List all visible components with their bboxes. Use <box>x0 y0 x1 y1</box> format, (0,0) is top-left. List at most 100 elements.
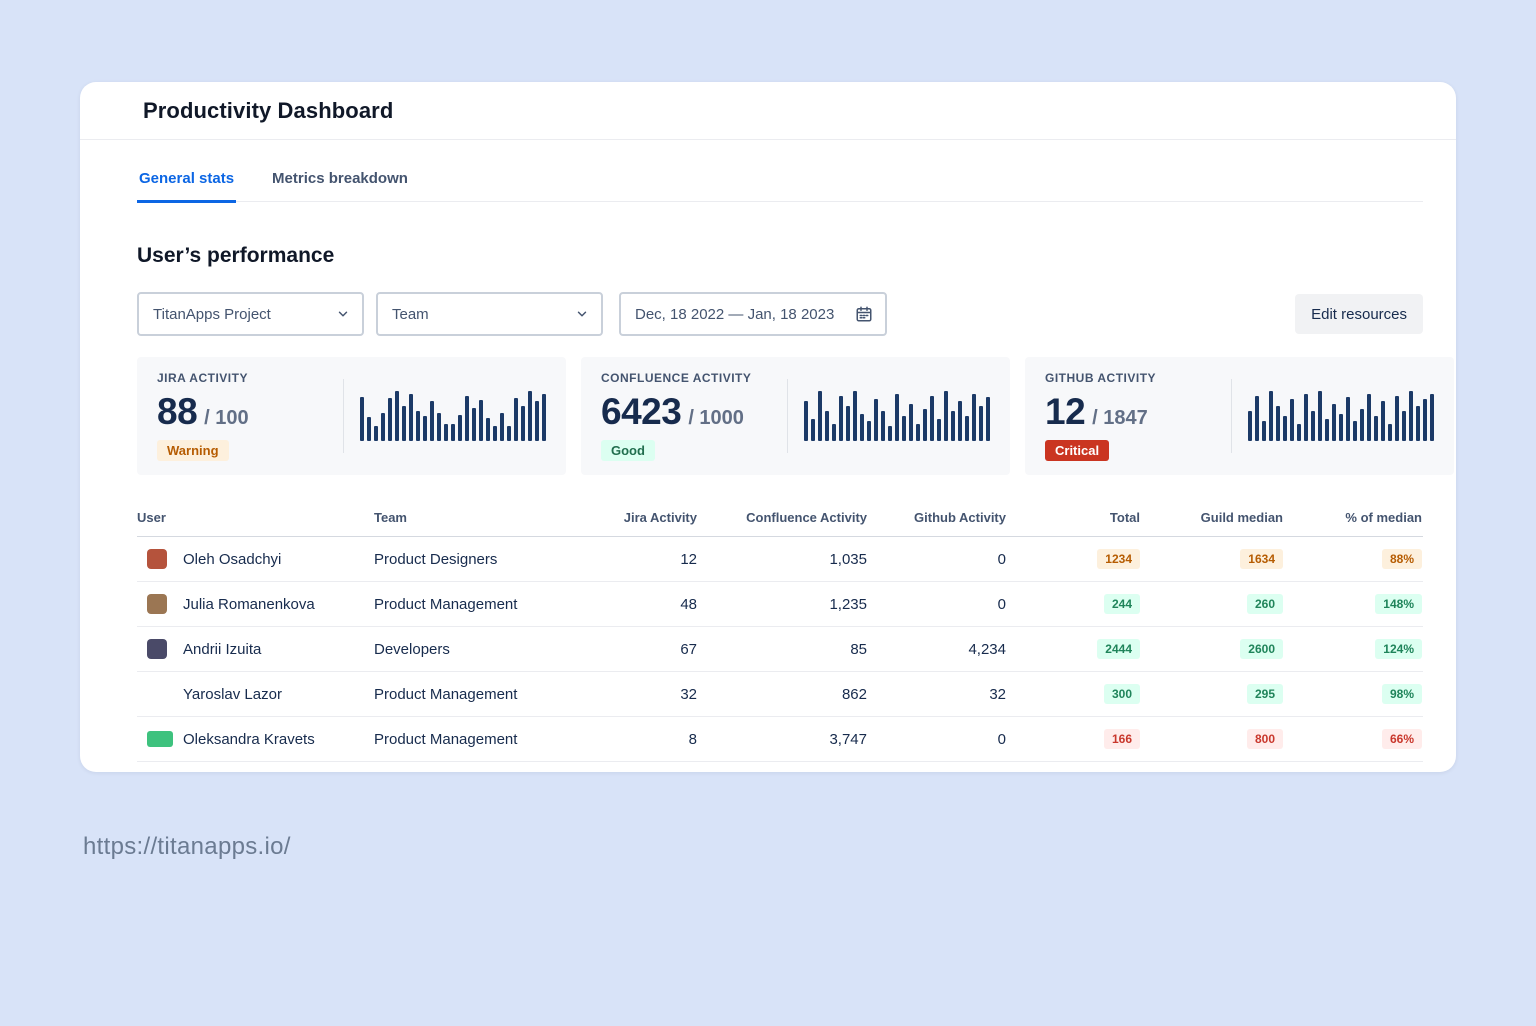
col-total: Total <box>1109 510 1140 525</box>
value-badge: 124% <box>1375 639 1422 659</box>
chart-bar <box>402 406 406 441</box>
stat-label: JIRA ACTIVITY <box>157 371 248 385</box>
chart-bar <box>381 413 385 441</box>
chart-bar <box>1367 393 1371 441</box>
chart-bar <box>1290 398 1294 441</box>
chart-bar <box>1416 406 1420 441</box>
chart-bar <box>1381 401 1385 441</box>
chart-bar <box>1430 393 1434 441</box>
jira-activity-cell: 48 <box>680 595 697 613</box>
chart-bar <box>1311 411 1315 441</box>
chart-bar <box>1255 396 1259 441</box>
github-activity-cell: 0 <box>997 595 1006 613</box>
chart-bar <box>465 396 469 441</box>
confluence-activity-cell: 1,035 <box>829 550 867 568</box>
chart-bar <box>451 424 455 441</box>
jira-activity-card: JIRA ACTIVITY 88 / 100 Warning <box>137 357 566 475</box>
tab-metrics-breakdown[interactable]: Metrics breakdown <box>272 170 408 187</box>
chart-bar <box>437 413 441 441</box>
chart-bar <box>944 391 948 441</box>
avatar <box>147 731 173 747</box>
stat-target: / 1847 <box>1092 407 1148 429</box>
chart-bar <box>902 416 906 441</box>
chart-bar <box>514 398 518 441</box>
chevron-down-icon <box>336 307 350 321</box>
confluence-activity-card: CONFLUENCE ACTIVITY 6423 / 1000 Good <box>581 357 1010 475</box>
chart-bar <box>979 406 983 441</box>
guild-median-cell: 1634 <box>1140 549 1283 569</box>
col-pct-of-median: % of median <box>1345 510 1422 525</box>
chart-bar <box>1276 406 1280 441</box>
chart-bar <box>374 426 378 441</box>
avatar <box>147 639 167 659</box>
chart-bar <box>1283 416 1287 441</box>
chart-bar <box>986 397 990 441</box>
team-cell: Product Management <box>374 685 518 703</box>
chart-bar <box>444 424 448 441</box>
chart-bar <box>542 393 546 441</box>
github-activity-cell: 0 <box>997 550 1006 568</box>
total-cell: 1234 <box>1006 549 1140 569</box>
chart-bar <box>839 396 843 441</box>
chart-bar <box>923 408 927 441</box>
chart-bar <box>1339 413 1343 441</box>
total-cell: 244 <box>1006 594 1140 614</box>
date-range-input[interactable]: Dec, 18 2022 — Jan, 18 2023 <box>619 292 887 336</box>
table-row: Yaroslav Lazor Product Management 32 862 32 3… <box>137 672 1423 717</box>
team-select-value: Team <box>392 305 429 323</box>
user-cell: Oleksandra Kravets <box>137 731 374 748</box>
value-badge: 88% <box>1381 549 1422 569</box>
chart-bar <box>1332 403 1336 441</box>
total-cell: 2444 <box>1006 639 1140 659</box>
divider <box>787 379 788 453</box>
chart-bar <box>1423 398 1427 441</box>
chart-bar <box>500 413 504 441</box>
chart-bar <box>1325 418 1329 441</box>
chart-bar <box>867 421 871 441</box>
chart-bar <box>360 397 364 441</box>
chart-bar <box>958 401 962 441</box>
chart-bar <box>1297 423 1301 441</box>
status-badge: Critical <box>1045 440 1110 461</box>
col-jira-activity: Jira Activity <box>623 510 697 525</box>
value-badge: 1634 <box>1240 549 1283 569</box>
value-badge: 244 <box>1103 594 1140 614</box>
chart-bar <box>804 401 808 441</box>
col-user: User <box>137 510 166 525</box>
card-content: General stats Metrics breakdown User’s p… <box>80 162 1456 762</box>
user-cell: Andrii Izuita <box>137 639 374 659</box>
team-select[interactable]: Team <box>376 292 603 336</box>
chart-bar <box>1402 411 1406 441</box>
divider <box>1231 379 1232 453</box>
project-select[interactable]: TitanApps Project <box>137 292 364 336</box>
chart-bar <box>507 426 511 441</box>
section-title: User’s performance <box>137 244 335 267</box>
chart-bar <box>1360 408 1364 441</box>
chart-bar <box>895 393 899 441</box>
tab-general-stats[interactable]: General stats <box>137 162 237 203</box>
team-cell: Product Designers <box>374 550 498 568</box>
jira-activity-cell: 67 <box>680 640 697 658</box>
jira-activity-cell: 32 <box>680 685 697 703</box>
jira-activity-cell: 12 <box>680 550 697 568</box>
chart-bar <box>972 393 976 441</box>
page-title: Productivity Dashboard <box>143 98 394 123</box>
table-body: Oleh Osadchyi Product Designers 12 1,035 0 12… <box>137 537 1423 762</box>
chart-bar <box>395 391 399 441</box>
chevron-down-icon <box>575 307 589 321</box>
guild-median-cell: 295 <box>1140 684 1283 704</box>
value-badge: 2600 <box>1240 639 1283 659</box>
jira-activity-cell: 8 <box>688 730 697 748</box>
github-activity-cell: 0 <box>997 730 1006 748</box>
url-caption: https://titanapps.io/ <box>83 833 291 860</box>
status-badge: Warning <box>157 440 229 461</box>
chart-bar <box>888 426 892 441</box>
stat-target: / 1000 <box>688 407 744 429</box>
team-cell: Developers <box>374 640 450 658</box>
edit-resources-button[interactable]: Edit resources <box>1295 294 1423 334</box>
github-activity-cell: 32 <box>989 685 1006 703</box>
confluence-activity-chart <box>804 391 990 441</box>
chart-bar <box>1353 421 1357 441</box>
chart-bar <box>409 393 413 441</box>
dashboard-card: Productivity Dashboard General stats Met… <box>80 82 1456 772</box>
